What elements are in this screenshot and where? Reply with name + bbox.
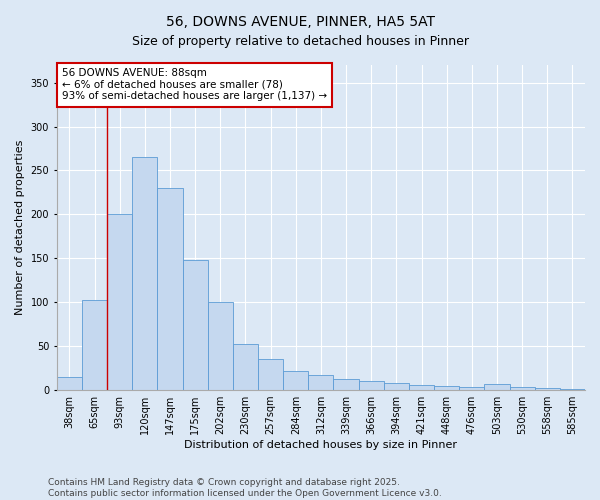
Bar: [334, 378, 359, 390]
X-axis label: Distribution of detached houses by size in Pinner: Distribution of detached houses by size …: [184, 440, 457, 450]
Bar: [57, 377, 82, 390]
Bar: [157, 188, 182, 390]
Y-axis label: Number of detached properties: Number of detached properties: [15, 140, 25, 315]
Bar: [208, 302, 233, 390]
Bar: [182, 260, 208, 390]
Bar: [359, 382, 384, 390]
Bar: [434, 386, 459, 390]
Bar: [283, 371, 308, 390]
Bar: [459, 386, 484, 390]
Bar: [535, 388, 560, 390]
Bar: [82, 300, 107, 390]
Bar: [107, 214, 132, 390]
Bar: [258, 360, 283, 390]
Text: 56 DOWNS AVENUE: 88sqm
← 6% of detached houses are smaller (78)
93% of semi-deta: 56 DOWNS AVENUE: 88sqm ← 6% of detached …: [62, 68, 327, 102]
Bar: [384, 383, 409, 390]
Bar: [233, 344, 258, 390]
Text: Contains HM Land Registry data © Crown copyright and database right 2025.
Contai: Contains HM Land Registry data © Crown c…: [48, 478, 442, 498]
Bar: [484, 384, 509, 390]
Bar: [560, 389, 585, 390]
Bar: [132, 158, 157, 390]
Bar: [308, 375, 334, 390]
Text: Size of property relative to detached houses in Pinner: Size of property relative to detached ho…: [131, 35, 469, 48]
Bar: [409, 385, 434, 390]
Bar: [509, 388, 535, 390]
Text: 56, DOWNS AVENUE, PINNER, HA5 5AT: 56, DOWNS AVENUE, PINNER, HA5 5AT: [166, 15, 434, 29]
